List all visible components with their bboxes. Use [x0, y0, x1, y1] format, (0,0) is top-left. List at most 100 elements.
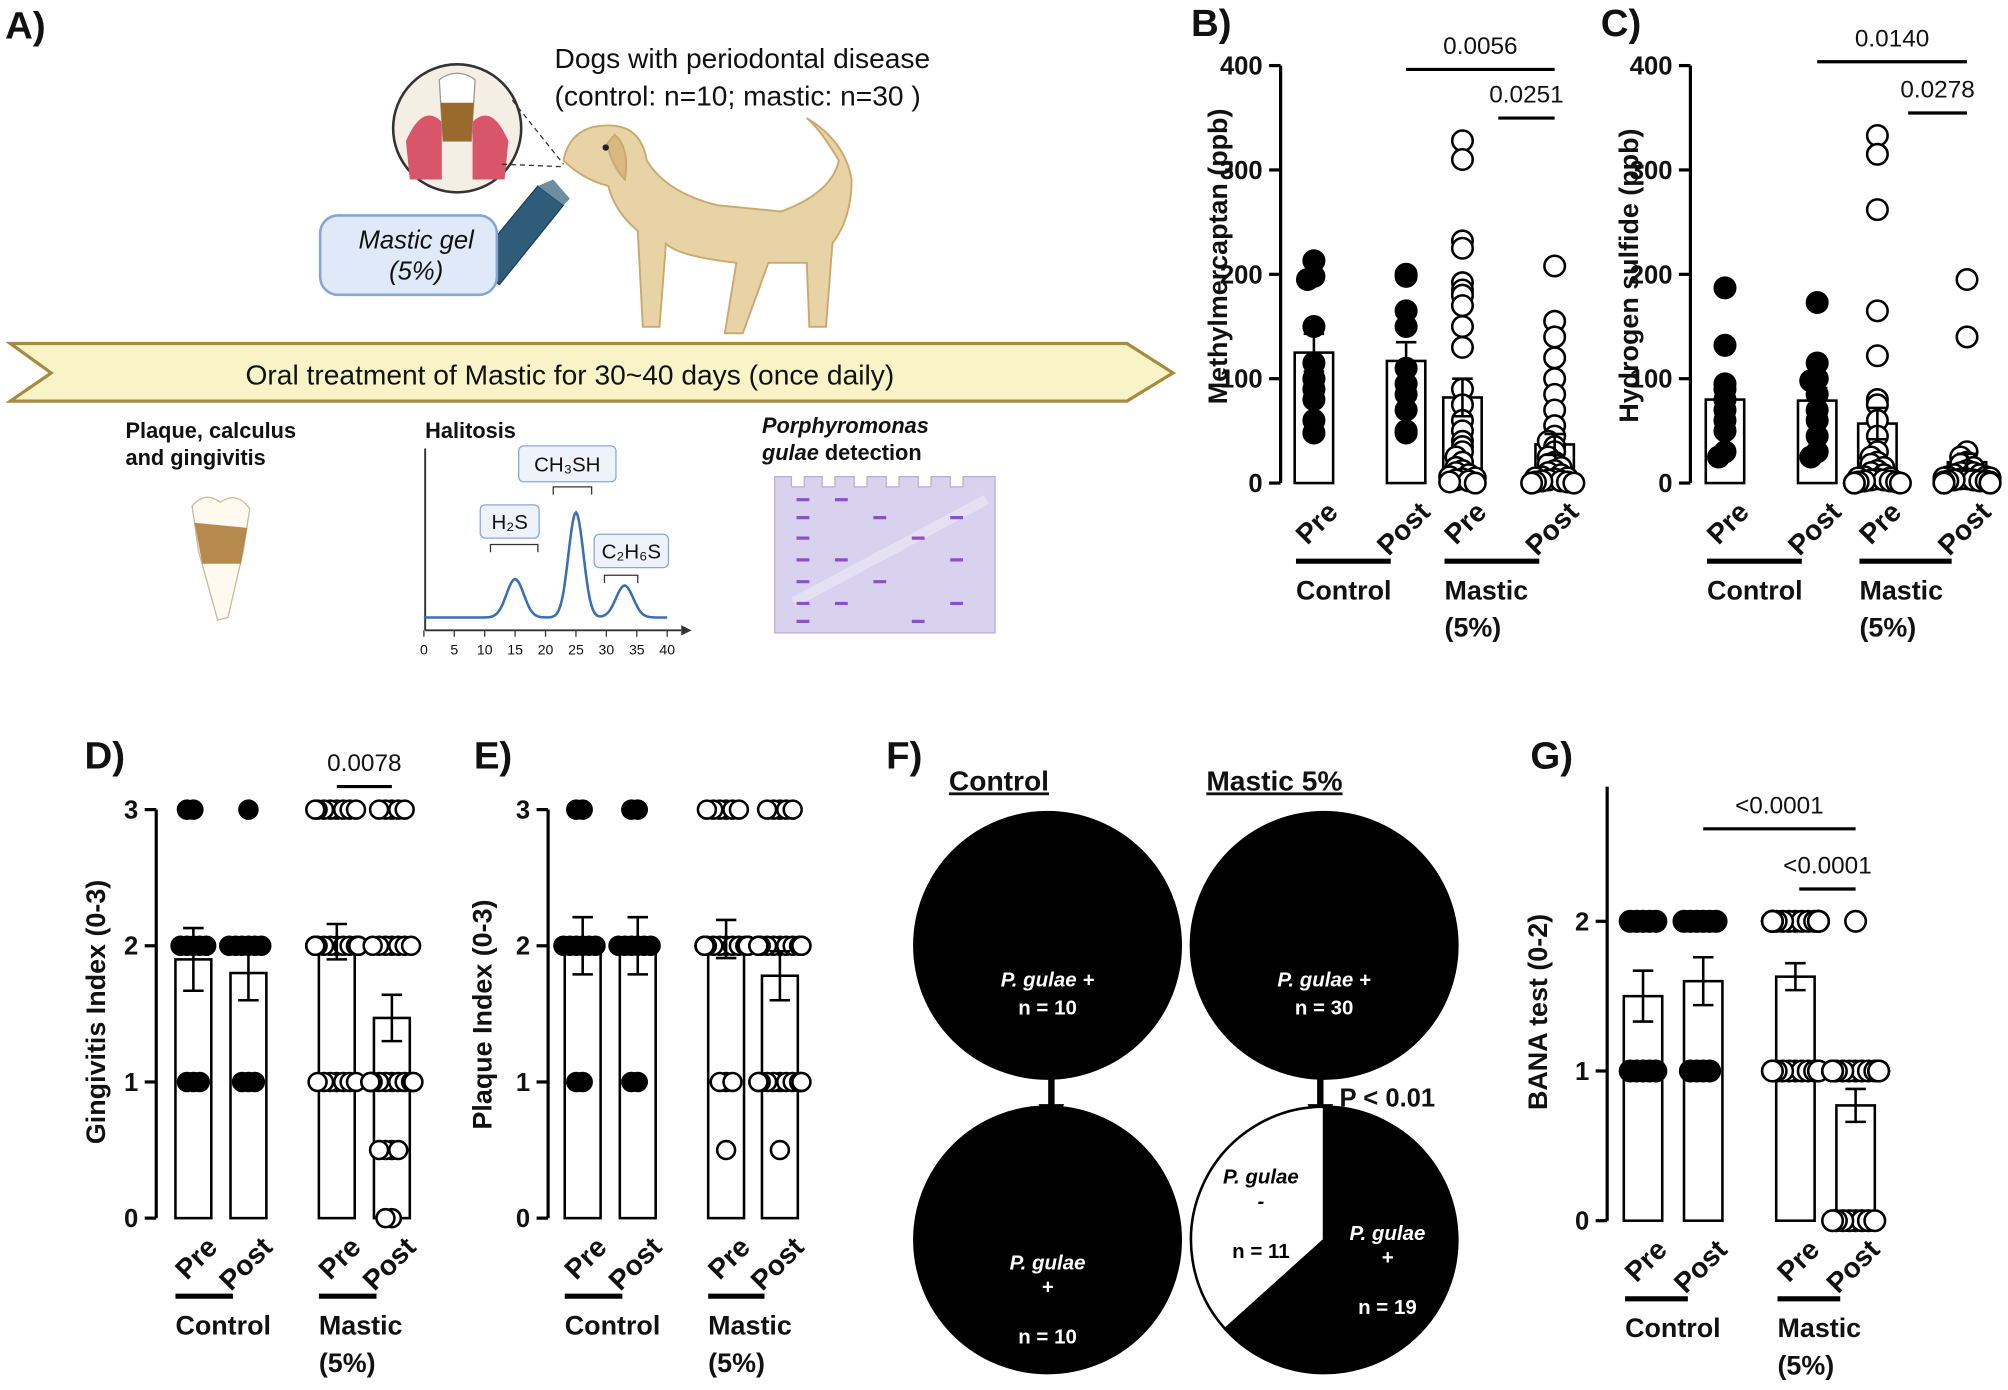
data-point: [1888, 471, 1912, 495]
data-point: [748, 1071, 769, 1093]
gel-body: [774, 476, 996, 634]
pie-slice: [1189, 1105, 1326, 1331]
peak-label: H₂S: [491, 511, 527, 534]
chrom-curve: [423, 510, 668, 619]
x-tick-label: Post: [356, 1230, 422, 1296]
p-value: 0.0278: [1900, 77, 1974, 104]
data-point: [1760, 1059, 1784, 1083]
group-label: Mastic (5%): [708, 1311, 792, 1378]
data-point: [1450, 335, 1474, 359]
y-axis-label: Plaque Index (0-3): [468, 900, 498, 1130]
y-tick-label: 0: [124, 1205, 138, 1233]
y-tick-label: 1: [516, 1069, 530, 1097]
text-line: (5%): [1859, 613, 1916, 643]
x-tick-label: Post: [1931, 495, 1997, 561]
x-tick-label: Post: [213, 1230, 279, 1296]
y-tick-label: 100: [1220, 366, 1263, 394]
chrom-tick-label: 35: [629, 642, 645, 658]
data-point: [1707, 445, 1731, 469]
pie-title: Mastic 5%: [1206, 764, 1342, 796]
data-point: [1618, 909, 1642, 933]
text-line: -: [1257, 1190, 1264, 1213]
data-point: [176, 799, 198, 820]
dogs-title: Dogs with periodontal disease: [555, 42, 931, 74]
y-tick-label: 400: [1220, 53, 1263, 81]
banner: [5, 341, 1177, 403]
data-point: [715, 1139, 737, 1161]
data-point: [1698, 1059, 1722, 1083]
data-point: [1463, 471, 1487, 495]
halitosis-label: Halitosis: [425, 418, 516, 443]
data-point: [1438, 470, 1462, 494]
zoom-line: [511, 99, 564, 165]
data-point: [1844, 909, 1868, 933]
y-tick-label: 300: [1630, 157, 1673, 185]
data-point: [791, 935, 812, 957]
y-tick-label: 100: [1630, 366, 1673, 394]
text-line: P. gulae: [1349, 1222, 1425, 1245]
text-line: (5%): [708, 1348, 765, 1378]
chrom-tick-label: 5: [450, 642, 458, 658]
y-tick-label: 1: [124, 1069, 138, 1097]
gel-detect-italic: gulae: [761, 440, 819, 465]
y-tick-label: 2: [1575, 908, 1589, 936]
data-point: [1543, 254, 1567, 278]
data-point: [621, 799, 642, 820]
banner-text: Oral treatment of Mastic for 30~40 days …: [246, 358, 895, 390]
y-tick-label: 0: [1575, 1208, 1589, 1236]
data-point: [305, 935, 326, 957]
data-point: [170, 935, 191, 957]
data-point: [1394, 398, 1418, 422]
gel-detect-label: Porphyromonas: [762, 413, 929, 438]
x-tick-label: Pre: [1852, 495, 1907, 550]
data-point: [403, 1071, 424, 1093]
pie-label: P. gulae +: [1001, 968, 1095, 991]
dog: [562, 117, 853, 335]
data-point: [585, 935, 606, 957]
peak-label: CH₃SH: [534, 454, 600, 477]
data-point: [1865, 142, 1889, 166]
data-point: [388, 1139, 409, 1161]
panel-label: F): [886, 735, 922, 778]
data-point: [1760, 909, 1784, 933]
data-point: [722, 1071, 743, 1093]
data-point: [782, 799, 803, 820]
data-point: [1821, 1059, 1845, 1083]
bar: [1774, 975, 1816, 1222]
chrom-tick-label: 30: [599, 642, 615, 658]
data-point: [696, 799, 718, 820]
data-point: [1713, 276, 1737, 300]
text-line: Mastic: [319, 1311, 403, 1341]
data-point: [375, 1207, 396, 1229]
y-tick-label: 3: [516, 797, 530, 825]
peak-box: [479, 504, 540, 539]
gel-conc: (5%): [389, 257, 443, 285]
chrom-tick-label: 15: [507, 642, 523, 658]
data-point: [728, 799, 750, 820]
data-point: [1672, 909, 1696, 933]
p-value: 0.0078: [327, 750, 401, 777]
pie-label: P. gulae -: [1223, 1166, 1299, 1213]
text-line: (5%): [319, 1348, 376, 1378]
panel-label: B): [1191, 2, 1232, 45]
data-point: [195, 935, 217, 957]
text-line: Mastic: [1445, 576, 1529, 606]
panel-label: C): [1601, 2, 1642, 45]
plaque-label: Plaque, calculus: [126, 418, 297, 443]
tooth-calculus: [194, 522, 248, 564]
text-line: Mastic: [1859, 576, 1943, 606]
pie-label: P. gulae +: [1349, 1222, 1425, 1269]
data-point: [360, 1071, 381, 1093]
data-point: [1644, 1059, 1668, 1083]
y-tick-label: 400: [1630, 53, 1673, 81]
data-point: [1520, 471, 1544, 495]
tube-nozzle: [537, 179, 570, 206]
panel-label: E): [474, 735, 512, 778]
gum: [405, 115, 509, 180]
data-point: [305, 799, 326, 820]
data-point: [1450, 129, 1474, 153]
data-point: [1295, 268, 1320, 292]
data-point: [566, 1071, 587, 1093]
data-point: [394, 799, 415, 820]
data-point: [1450, 294, 1474, 318]
